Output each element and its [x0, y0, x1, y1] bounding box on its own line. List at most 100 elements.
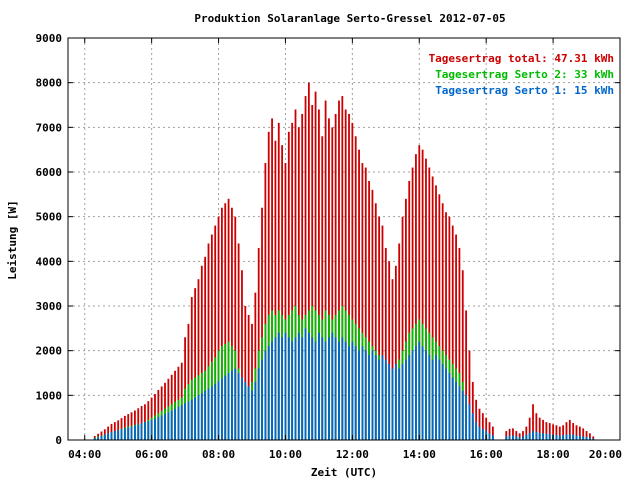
bar-serto-1: [555, 435, 558, 440]
bar-serto-1: [532, 431, 534, 440]
bar-serto-1: [187, 401, 190, 440]
bar-serto-1: [341, 337, 344, 440]
bar-total: [378, 216, 381, 440]
bar-serto-1: [535, 431, 538, 440]
bar-serto-1: [505, 436, 508, 440]
x-tick-label: 12:00: [336, 448, 369, 461]
bar-serto-1: [294, 337, 297, 440]
bar-total: [231, 207, 233, 440]
x-tick-label: 06:00: [135, 448, 168, 461]
y-tick-label: 8000: [36, 77, 63, 90]
bar-serto-1: [287, 337, 290, 440]
bar-serto-1: [378, 359, 381, 440]
bar-total: [321, 136, 324, 440]
bar-serto-1: [451, 377, 454, 440]
bar-total: [277, 122, 280, 440]
bar-total: [214, 225, 217, 440]
x-tick-label: 18:00: [537, 448, 570, 461]
bar-total: [354, 136, 357, 440]
bar-total: [264, 163, 267, 441]
bar-serto-1: [374, 355, 377, 440]
bar-total: [391, 279, 394, 440]
x-axis-label: Zeit (UTC): [311, 466, 377, 479]
bar-serto-1: [318, 332, 320, 440]
bar-total: [217, 216, 220, 440]
bar-serto-1: [435, 355, 437, 440]
y-tick-label: 5000: [36, 211, 63, 224]
bar-serto-1: [441, 364, 444, 440]
bar-serto-1: [328, 337, 330, 440]
bar-serto-1: [488, 433, 491, 440]
bar-serto-1: [277, 332, 280, 440]
bar-total: [512, 428, 514, 440]
bar-total: [478, 408, 481, 440]
bar-serto-1: [398, 368, 401, 440]
x-tick-label: 04:00: [68, 448, 101, 461]
bar-total: [431, 176, 434, 440]
bar-serto-1: [204, 390, 207, 440]
bar-total: [555, 425, 558, 440]
bar-serto-1: [572, 434, 575, 440]
bar-serto-1: [528, 432, 531, 440]
bar-total: [532, 404, 534, 440]
bar-total: [307, 82, 310, 441]
x-tick-label: 16:00: [470, 448, 503, 461]
bar-serto-1: [384, 359, 387, 440]
bar-total: [187, 323, 190, 440]
bar-serto-1: [113, 431, 116, 440]
bar-serto-1: [565, 434, 568, 440]
bar-serto-1: [408, 355, 411, 440]
plot-frame: [67, 37, 621, 441]
bar-total: [578, 426, 581, 440]
bar-serto-1: [458, 386, 461, 440]
bar-serto-1: [120, 429, 123, 440]
bar-serto-1: [381, 355, 384, 440]
bar-total: [542, 419, 544, 440]
bar-serto-1: [324, 341, 327, 440]
bar-total: [254, 292, 257, 440]
y-tick-label: 4000: [36, 255, 63, 268]
bar-total: [368, 180, 370, 440]
bar-serto-1: [415, 346, 417, 440]
bar-total: [224, 203, 227, 440]
bar-total: [538, 417, 541, 440]
bar-serto-1: [210, 386, 213, 440]
bar-serto-1: [237, 373, 240, 440]
bar-serto-1: [394, 364, 397, 440]
bar-total: [344, 109, 347, 440]
bar-total: [535, 413, 538, 440]
bar-serto-1: [321, 337, 324, 440]
bar-serto-1: [281, 337, 284, 440]
bar-serto-1: [475, 422, 478, 440]
x-tick-label: 14:00: [403, 448, 436, 461]
bar-total: [592, 436, 595, 440]
bar-serto-1: [130, 426, 133, 440]
bar-serto-1: [144, 422, 146, 440]
bar-total: [475, 399, 478, 440]
bar-serto-1: [110, 431, 113, 440]
bar-serto-1: [338, 341, 340, 440]
bar-serto-1: [512, 435, 514, 440]
bar-serto-1: [361, 346, 364, 440]
bar-total: [465, 310, 468, 440]
bar-total: [425, 158, 427, 440]
bar-total: [461, 270, 464, 440]
bar-serto-1: [481, 428, 484, 440]
bar-serto-1: [224, 375, 227, 440]
grid-lines: [68, 38, 620, 440]
bar-serto-1: [123, 428, 126, 440]
bar-total: [301, 113, 304, 440]
bar-total: [341, 96, 344, 441]
bar-total: [488, 422, 491, 440]
bar-total: [575, 425, 578, 440]
bar-total: [304, 96, 307, 441]
bar-total: [508, 428, 511, 440]
bar-serto-1: [231, 370, 233, 440]
bar-serto-1: [184, 403, 186, 440]
bar-serto-1: [401, 364, 404, 440]
bar-serto-1: [425, 350, 427, 440]
bar-total: [237, 243, 240, 440]
bar-total: [384, 247, 387, 440]
bar-serto-1: [545, 433, 548, 440]
bar-total: [371, 189, 374, 440]
